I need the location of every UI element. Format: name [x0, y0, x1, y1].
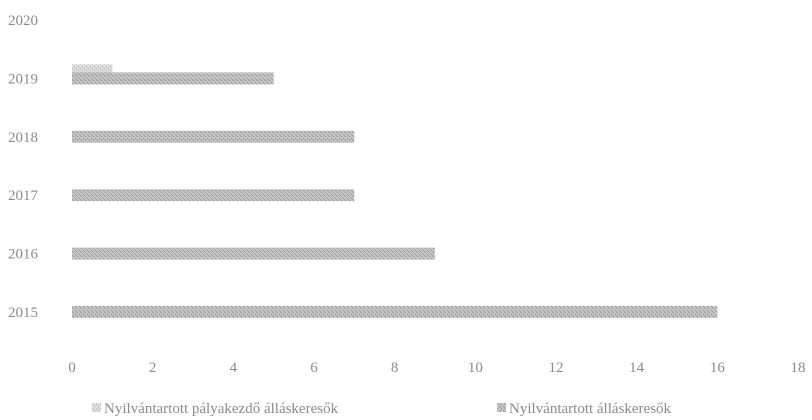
bar-2019-series-2: [72, 72, 274, 85]
x-tick-label-0: 0: [68, 360, 76, 376]
legend-swatch-1: [92, 403, 101, 412]
y-tick-label-2020: 2020: [8, 13, 38, 29]
bar-2016-series-2: [72, 247, 435, 260]
x-tick-label-16: 16: [710, 360, 726, 376]
x-tick-label-18: 18: [791, 360, 806, 376]
bar-2015-series-2: [72, 306, 718, 318]
x-tick-label-14: 14: [629, 360, 645, 376]
y-tick-label-2019: 2019: [8, 71, 38, 87]
y-tick-label-2017: 2017: [8, 188, 39, 204]
x-tick-label-8: 8: [391, 360, 399, 376]
x-tick-label-6: 6: [310, 360, 318, 376]
bar-2017-series-2: [72, 189, 355, 202]
legend-label-1: Nyilvántartott pályakezdő álláskeresők: [104, 401, 339, 417]
legend-swatch-2: [497, 403, 506, 412]
x-tick-label-12: 12: [549, 360, 564, 376]
legend-label-2: Nyilvántartott álláskeresők: [509, 401, 672, 417]
y-tick-label-2015: 2015: [8, 305, 38, 321]
x-axis-labels: 0 2 4 6 8 10 12 14 16 18: [68, 360, 805, 376]
bars: [72, 64, 718, 318]
bar-2018-series-2: [72, 130, 355, 143]
x-tick-label-10: 10: [468, 360, 483, 376]
legend: Nyilvántartott pályakezdő álláskeresők Ny…: [92, 401, 672, 417]
y-tick-label-2018: 2018: [8, 130, 38, 146]
y-axis-labels: 2015 2016 2017 2018 2019 2020: [8, 13, 39, 321]
x-tick-label-4: 4: [230, 360, 238, 376]
y-tick-label-2016: 2016: [8, 247, 39, 263]
x-tick-label-2: 2: [149, 360, 157, 376]
